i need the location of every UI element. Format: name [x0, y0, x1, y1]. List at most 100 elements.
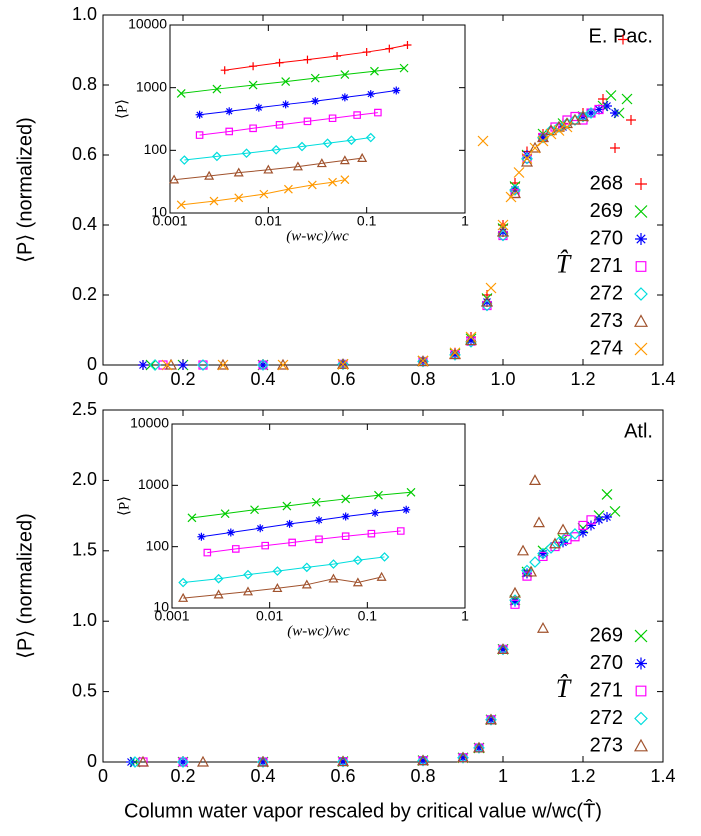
point [195, 131, 204, 139]
point [456, 751, 470, 763]
point [176, 88, 186, 98]
point [169, 174, 180, 184]
point [532, 516, 546, 528]
point [261, 541, 269, 550]
point [485, 713, 497, 726]
legend-label: 270 [590, 227, 623, 249]
point [338, 756, 348, 767]
point [538, 548, 548, 559]
point [498, 644, 508, 655]
point [234, 193, 244, 203]
point [374, 108, 382, 117]
point [379, 552, 390, 562]
point [233, 167, 244, 177]
y-tick-label: 10 [151, 204, 167, 220]
point [392, 86, 401, 95]
point [259, 189, 269, 199]
point [341, 532, 350, 541]
y-tick-label: 1.5 [72, 540, 97, 560]
legend-label: 272 [590, 282, 623, 304]
legend-label: 269 [590, 624, 623, 646]
point [204, 170, 215, 180]
point [271, 144, 281, 155]
point [537, 131, 549, 144]
point [288, 538, 296, 547]
x-tick-label: 1 [498, 766, 508, 786]
point [129, 756, 141, 768]
point [621, 93, 633, 105]
point [303, 117, 312, 126]
fit-line [174, 157, 363, 181]
x-tick-label: 0.001 [154, 608, 189, 624]
point [357, 152, 368, 162]
y-tick-label: 0.5 [72, 680, 97, 700]
point [537, 135, 549, 147]
point [529, 142, 541, 154]
point [510, 596, 520, 607]
point [586, 108, 596, 118]
point [545, 128, 557, 140]
y-tick-label: 2.5 [72, 399, 97, 419]
point [585, 107, 597, 119]
point [418, 755, 428, 766]
point [197, 359, 209, 371]
y-tick-label: 0.4 [72, 214, 97, 234]
point [311, 497, 321, 507]
point [187, 513, 197, 523]
point [197, 532, 206, 541]
point [178, 757, 188, 767]
point [241, 148, 252, 159]
x-tick-label: 0.4 [250, 369, 275, 389]
point [178, 592, 189, 602]
point [212, 84, 222, 94]
legend-marker [634, 205, 648, 218]
legend-label: 268 [590, 172, 623, 194]
point [315, 516, 324, 525]
point [417, 754, 429, 767]
point [497, 219, 509, 231]
y-tick-label: 100 [144, 141, 168, 157]
point [553, 125, 565, 136]
legend-marker [634, 629, 648, 643]
point [257, 359, 269, 371]
point [213, 589, 224, 599]
point [337, 755, 349, 768]
point [370, 66, 379, 76]
point [311, 97, 320, 106]
point [367, 529, 376, 538]
point [510, 599, 520, 609]
fit-line [199, 90, 397, 116]
point [292, 161, 303, 171]
point [281, 100, 290, 109]
point [352, 577, 363, 587]
point [505, 191, 517, 203]
x-tick-label: 0.6 [330, 369, 355, 389]
point [337, 358, 349, 370]
y-tick-label: 1.0 [72, 4, 97, 24]
point [231, 545, 240, 553]
point [249, 62, 258, 71]
point [285, 519, 294, 528]
point [610, 143, 620, 153]
y-tick-label: 1000 [138, 476, 169, 492]
x-tick-label: 0.01 [256, 608, 283, 624]
x-tick-label: 0.8 [410, 369, 435, 389]
point [209, 196, 219, 206]
point [561, 117, 573, 130]
point [578, 527, 588, 538]
x-tick-label: 1 [461, 213, 469, 229]
point [538, 551, 548, 562]
fit-line [199, 112, 378, 136]
point [509, 184, 521, 196]
point [473, 742, 485, 754]
point [339, 155, 350, 165]
point [366, 90, 375, 99]
point [485, 282, 497, 294]
point [396, 527, 405, 535]
point [399, 63, 409, 73]
annotation: E. Pac. [589, 25, 653, 47]
point [416, 754, 430, 766]
point [297, 141, 307, 152]
y-tick-label: 10000 [128, 16, 167, 32]
point [328, 559, 339, 569]
